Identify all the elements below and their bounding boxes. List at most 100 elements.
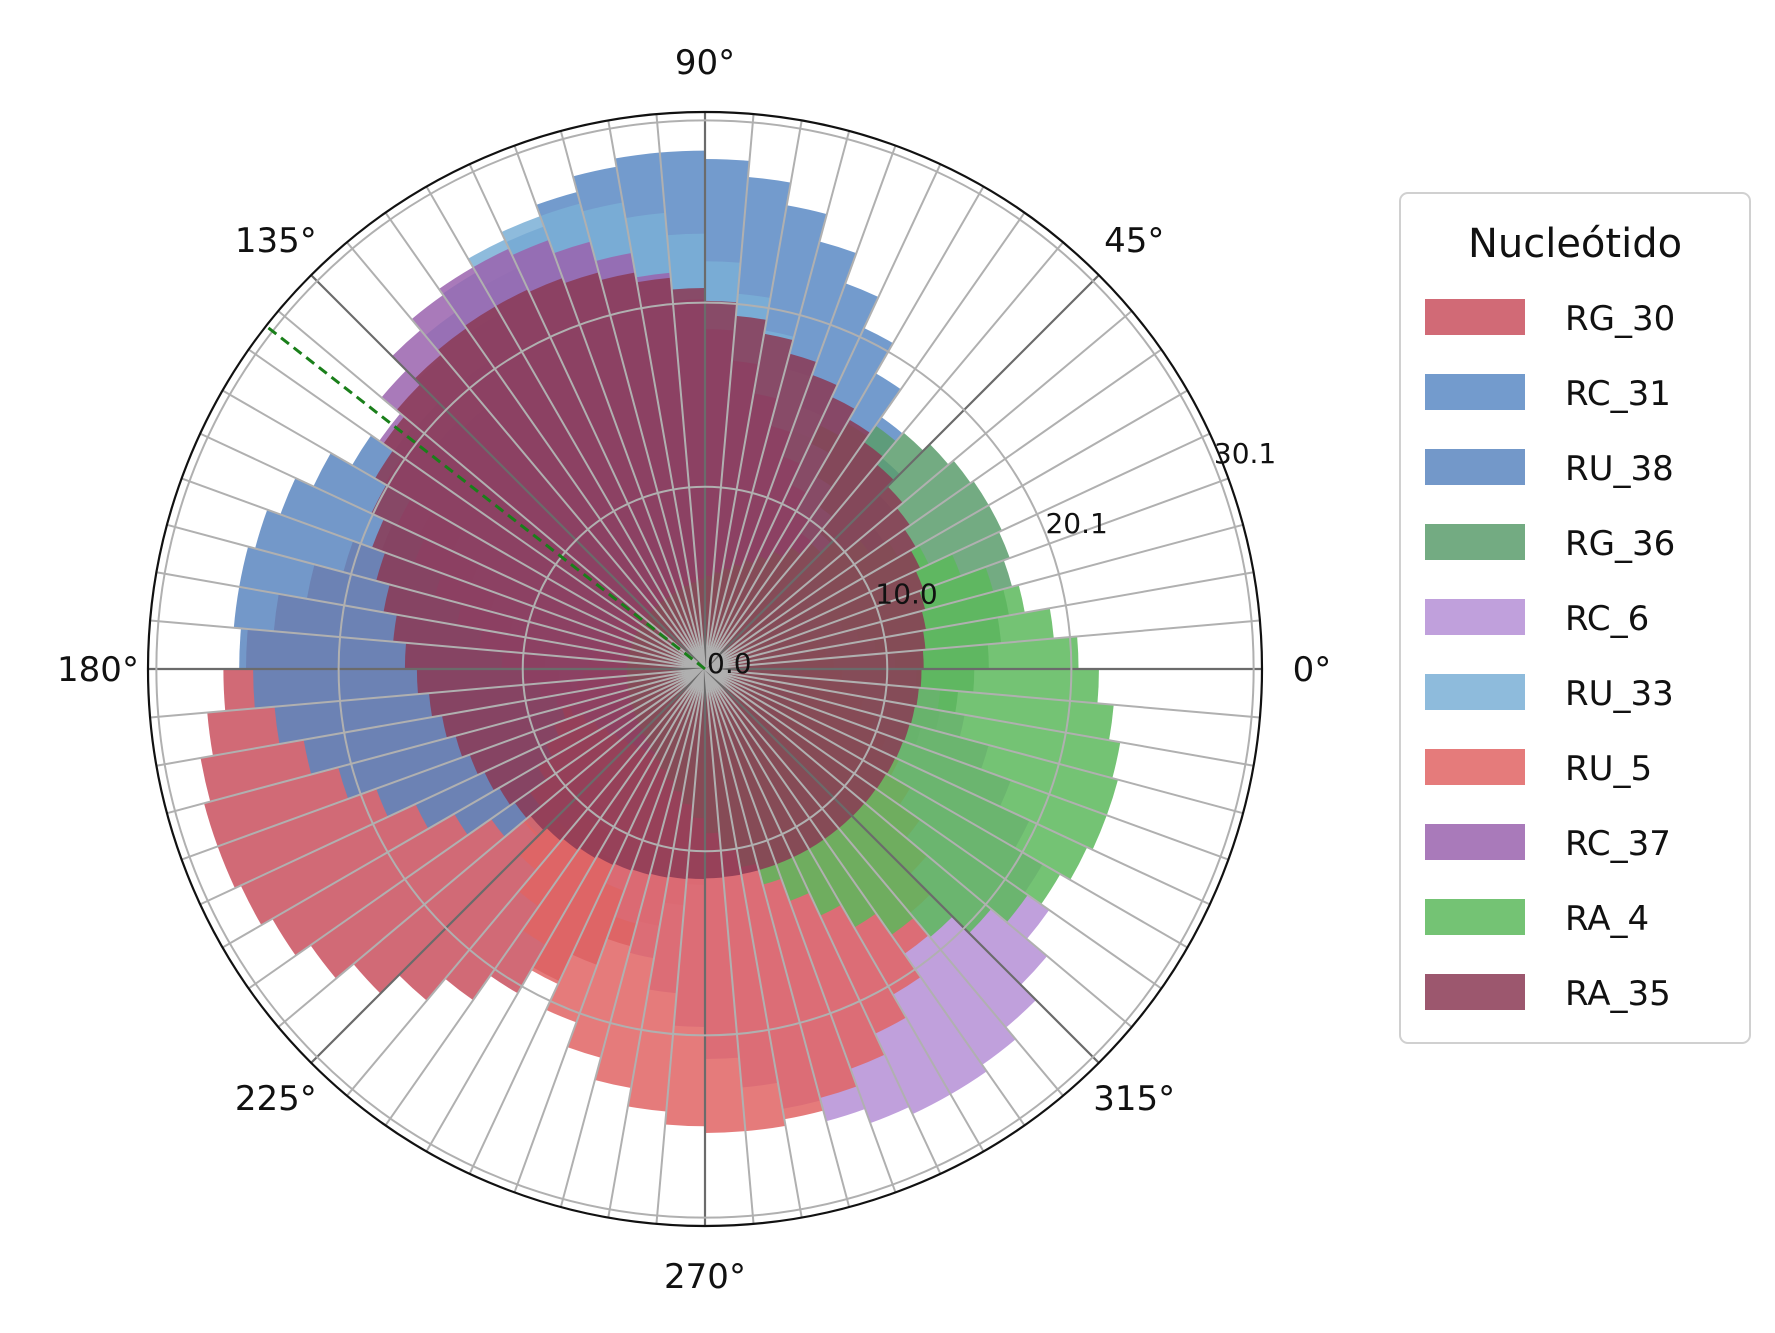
spoke-220 <box>277 668 706 1028</box>
spoke-45 <box>704 274 1100 670</box>
spoke-335 <box>704 668 1211 906</box>
bar-RA_35-48 <box>596 669 705 866</box>
legend-label-RC_31: RC_31 <box>1565 374 1671 414</box>
legend-label-RU_33: RU_33 <box>1565 674 1674 714</box>
bar-RA_35-42 <box>499 669 705 806</box>
spoke-50 <box>704 241 1064 670</box>
spoke-205 <box>199 668 706 906</box>
radial-tick-label: 30.1 <box>1214 437 1276 470</box>
legend-title: Nucleótido <box>1468 221 1682 267</box>
spoke-80 <box>704 120 803 670</box>
spoke-355 <box>704 668 1260 719</box>
spoke-170 <box>156 571 706 670</box>
spoke-10 <box>704 571 1254 670</box>
spoke-85 <box>704 114 755 670</box>
spoke-55 <box>704 212 1026 670</box>
radial-tick-label: 10.0 <box>875 577 937 610</box>
spoke-165 <box>166 523 706 670</box>
legend-label-RA_4: RA_4 <box>1565 899 1649 939</box>
bar-RA_35-22 <box>529 278 705 669</box>
spoke-20 <box>704 477 1229 670</box>
bar-RA_35-9 <box>705 464 894 669</box>
spoke-350 <box>704 668 1254 767</box>
bar-RA_35-24 <box>464 306 705 669</box>
bar-RA_35-45 <box>546 669 705 841</box>
spoke-195 <box>166 668 706 815</box>
bar-RA_35-63 <box>705 669 865 817</box>
bar-RA_35-10 <box>705 442 884 669</box>
spoke-155 <box>199 432 706 670</box>
bar-RA_35-12 <box>705 397 856 669</box>
spoke-5 <box>704 619 1260 670</box>
spoke-260 <box>607 668 706 1218</box>
spoke-285 <box>704 668 851 1208</box>
radial-tick-label: 20.1 <box>1045 507 1107 540</box>
spoke-110 <box>513 145 706 670</box>
spoke-130 <box>346 241 706 670</box>
spoke-95 <box>655 114 706 670</box>
spoke-230 <box>346 668 706 1097</box>
angle-tick-label: 45° <box>1104 221 1164 261</box>
spoke-160 <box>181 477 706 670</box>
bar-RA_35-26 <box>414 354 705 669</box>
spoke-125 <box>384 212 706 670</box>
spoke-175 <box>150 619 706 670</box>
legend: Nucleótido RG_30 RC_31 RU_38 RG_36 RC_6 RU_33 R… <box>1399 192 1751 1044</box>
spoke-255 <box>559 668 706 1208</box>
bar-RA_35-13 <box>705 374 838 669</box>
spoke-100 <box>607 120 706 670</box>
bar-RA_35-62 <box>705 669 853 829</box>
spoke-245 <box>468 668 706 1175</box>
bar-RA_35-59 <box>705 669 809 858</box>
spoke-75 <box>704 130 851 670</box>
bar-RA_35-47 <box>579 669 705 859</box>
spoke-345 <box>704 668 1244 815</box>
spoke-190 <box>156 668 706 767</box>
radial-grid-circle-2 <box>337 301 1073 1037</box>
bar-RA_35-6 <box>705 529 916 669</box>
spoke-295 <box>704 668 942 1175</box>
grid-layer <box>146 110 1264 1228</box>
spoke-105 <box>559 130 706 670</box>
spoke-70 <box>704 145 897 670</box>
spoke-225 <box>310 668 706 1064</box>
radial-grid-circle-1 <box>521 485 889 853</box>
spoke-300 <box>704 668 985 1152</box>
bar-RA_35-46 <box>562 669 705 851</box>
bar-RA_35-25 <box>437 328 705 669</box>
legend-label-RC_6: RC_6 <box>1565 599 1649 639</box>
bars-layer <box>200 150 1121 1133</box>
angle-tick-label: 270° <box>664 1257 746 1297</box>
spoke-65 <box>704 163 942 670</box>
bar-RA_35-30 <box>371 484 705 669</box>
legend-label-RG_36: RG_36 <box>1565 524 1675 564</box>
spoke-185 <box>150 668 706 719</box>
spoke-290 <box>704 668 897 1193</box>
bar-RA_35-7 <box>705 508 911 669</box>
spoke-140 <box>277 310 706 670</box>
spoke-145 <box>248 348 706 670</box>
legend-swatch-RG_36 <box>1425 524 1525 560</box>
angle-tick-label: 0° <box>1293 650 1332 690</box>
spoke-120 <box>425 186 706 670</box>
spoke-15 <box>704 523 1244 670</box>
radial-tick-label: 0.0 <box>707 647 752 680</box>
bar-RA_35-5 <box>705 550 921 669</box>
spoke-310 <box>704 668 1064 1097</box>
spoke-325 <box>704 668 1162 990</box>
legend-swatch-RC_31 <box>1425 374 1525 410</box>
radial-grid-circle-3 <box>155 119 1255 1219</box>
bar-RA_35-44 <box>530 669 705 831</box>
bar-RA_35-41 <box>484 669 705 791</box>
bar-RA_35-29 <box>375 450 705 669</box>
bar-RA_35-8 <box>705 486 903 669</box>
spoke-25 <box>704 432 1211 670</box>
legend-swatch-RU_5 <box>1425 749 1525 785</box>
legend-swatch-RU_38 <box>1425 449 1525 485</box>
spoke-265 <box>655 668 706 1224</box>
legend-swatch-RC_37 <box>1425 824 1525 860</box>
spoke-280 <box>704 668 803 1218</box>
bar-RA_35-64 <box>705 669 877 804</box>
bar-RA_35-11 <box>705 419 871 669</box>
